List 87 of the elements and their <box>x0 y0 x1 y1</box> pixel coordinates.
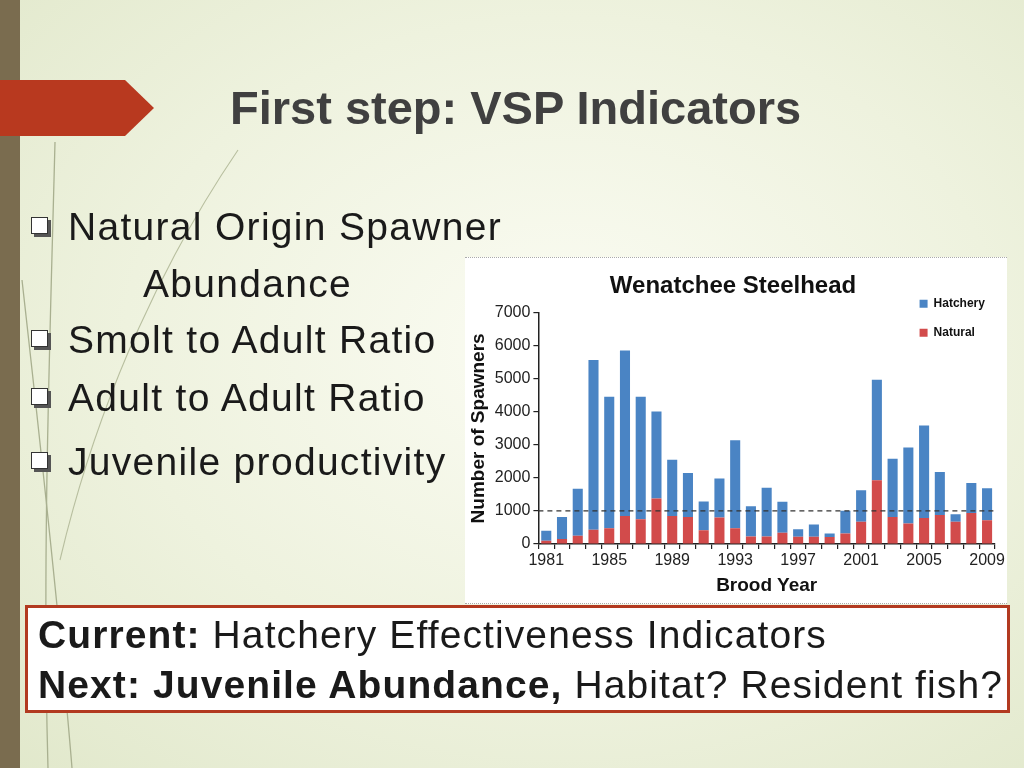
x-axis-title: Brood Year <box>716 573 818 595</box>
text: Habitat? Resident fish? <box>574 663 1003 706</box>
x-tick-label: 1997 <box>780 551 817 569</box>
bar <box>651 411 662 499</box>
bar <box>698 530 709 544</box>
y-tick-label: 7000 <box>494 303 531 321</box>
bar <box>950 514 961 522</box>
text: Hatchery Effectiveness Indicators <box>212 613 827 656</box>
text: Current: <box>38 613 201 656</box>
bar <box>808 536 819 544</box>
y-tick-label: 2000 <box>494 468 531 486</box>
bar <box>887 458 898 517</box>
text: Next: Juvenile Abundance, <box>38 663 563 706</box>
bar <box>745 506 756 537</box>
bar <box>982 488 993 521</box>
x-tick-label: 2009 <box>969 551 1005 569</box>
bar <box>667 459 678 516</box>
y-tick-label: 6000 <box>494 336 531 354</box>
bar <box>730 440 741 529</box>
bar <box>556 516 568 540</box>
bar <box>730 528 741 544</box>
bar <box>966 482 977 513</box>
bar <box>950 521 961 544</box>
x-tick-label: 1993 <box>717 551 754 569</box>
bar <box>698 501 709 531</box>
bar <box>777 501 788 533</box>
bar <box>903 447 914 524</box>
bar <box>856 521 867 544</box>
bar <box>840 510 851 534</box>
bar <box>824 537 835 544</box>
bar <box>840 533 851 544</box>
bar <box>714 478 725 518</box>
legend-label: Natural <box>933 325 975 340</box>
bar <box>934 514 945 544</box>
bar <box>982 520 993 544</box>
bar <box>793 529 804 537</box>
x-tick-label: 2001 <box>843 551 880 569</box>
x-tick-label: 2005 <box>906 551 942 569</box>
bar <box>572 535 583 544</box>
bar <box>887 516 898 544</box>
bar <box>777 532 788 544</box>
y-axis-title: Number of Spawners <box>466 333 488 524</box>
bar <box>808 524 819 537</box>
legend-label: Hatchery <box>933 296 986 311</box>
bar <box>682 472 693 517</box>
bar <box>619 515 631 544</box>
bar <box>682 516 693 544</box>
bar <box>604 396 615 529</box>
bar <box>588 529 599 544</box>
bar <box>588 360 599 530</box>
bar <box>761 536 772 544</box>
text: Natural Origin Spawner Abundance <box>68 205 502 305</box>
bar <box>556 539 568 544</box>
y-tick-label: 0 <box>521 534 531 552</box>
bar <box>619 350 631 516</box>
bar <box>761 487 772 537</box>
text: Adult to Adult Ratio <box>68 375 426 421</box>
text: First step: VSP Indicators <box>230 80 802 136</box>
bar <box>871 480 882 544</box>
bar <box>824 533 835 538</box>
bar <box>604 528 615 544</box>
y-tick-label: 3000 <box>494 435 531 453</box>
bar <box>903 523 914 544</box>
y-tick-label: 4000 <box>494 402 531 420</box>
bar <box>793 536 804 544</box>
y-tick-label: 1000 <box>494 501 531 519</box>
y-tick-label: 5000 <box>494 369 531 387</box>
bar <box>651 498 662 544</box>
bar <box>871 379 882 481</box>
text: Smolt to Adult Ratio <box>68 317 437 363</box>
chart-title: Wenatchee Steelhead <box>609 271 857 299</box>
bar <box>541 530 552 541</box>
x-tick-label: 1985 <box>591 551 628 569</box>
bar <box>745 536 756 544</box>
bar <box>714 517 725 544</box>
text: Juvenile productivity <box>68 439 447 485</box>
bar <box>966 512 977 544</box>
x-tick-label: 1989 <box>654 551 691 569</box>
bar <box>934 472 945 515</box>
x-tick-label: 1981 <box>528 551 565 569</box>
bar <box>919 517 930 544</box>
bar <box>919 425 930 518</box>
bar <box>635 519 646 544</box>
bar <box>635 396 646 520</box>
bar <box>667 515 678 544</box>
bar <box>572 488 583 536</box>
bar <box>856 490 867 522</box>
